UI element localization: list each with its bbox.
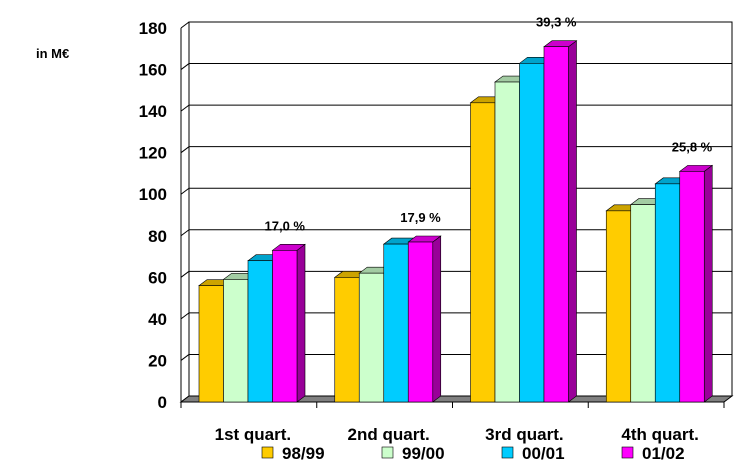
- y-tick-label: 160: [139, 61, 167, 80]
- gridline-diag: [180, 63, 190, 70]
- x-category-label: 1st quart.: [215, 425, 292, 444]
- y-tick-label: 80: [148, 227, 167, 246]
- bar-99-00-3: [630, 204, 656, 403]
- unit-label: in M€: [36, 46, 69, 61]
- growth-annotation: 39,3 %: [536, 15, 577, 30]
- legend-label: 98/99: [282, 444, 325, 463]
- bar-side: [703, 164, 713, 403]
- y-tick-label: 20: [148, 351, 167, 370]
- gridline-diag: [180, 146, 190, 154]
- legend: 98/99 99/00 00/01 01/02: [261, 444, 685, 463]
- bar-00-01-3: [654, 183, 681, 403]
- legend-swatch: [381, 446, 394, 459]
- gridline-diag: [180, 354, 190, 361]
- y-tick-label: 120: [139, 144, 167, 163]
- bar-side: [296, 243, 306, 403]
- y-tick-label: 60: [148, 268, 167, 287]
- y-tick-label: 0: [158, 393, 167, 412]
- bar-01-02-0: [272, 250, 298, 403]
- legend-swatch: [261, 446, 274, 459]
- growth-annotation: 17,9 %: [400, 210, 441, 225]
- bar-99-00-1: [358, 272, 385, 403]
- legend-swatch: [501, 446, 514, 459]
- y-tick-label: 140: [139, 102, 167, 121]
- gridline-diag: [180, 312, 190, 320]
- bar-01-02-1: [407, 241, 434, 403]
- gridline-diag: [180, 187, 190, 195]
- y-tick-label: 180: [139, 19, 167, 38]
- bar-99-00-2: [494, 81, 520, 403]
- gridline-diag: [180, 229, 190, 237]
- bar-side: [432, 235, 442, 403]
- legend-label: 99/00: [402, 444, 445, 463]
- bar-side: [568, 40, 577, 403]
- y-tick-label: 100: [139, 185, 167, 204]
- legend-label: 01/02: [642, 444, 685, 463]
- bars: [198, 40, 714, 403]
- bar-98-99-2: [470, 102, 496, 403]
- x-category-label: 4th quart.: [621, 425, 698, 444]
- growth-annotation: 17,0 %: [265, 218, 306, 233]
- growth-annotation: 25,8 %: [672, 139, 713, 154]
- x-category-label: 3rd quart.: [485, 425, 563, 444]
- bar-98-99-3: [605, 210, 632, 403]
- bar-98-99-0: [198, 285, 224, 403]
- legend-swatch: [621, 446, 634, 459]
- gridline-diag: [180, 21, 190, 29]
- bar-98-99-1: [334, 277, 360, 403]
- bar-00-01-2: [519, 63, 545, 403]
- legend-label: 00/01: [522, 444, 565, 463]
- gridline-diag: [180, 270, 190, 278]
- bar-01-02-2: [543, 46, 569, 403]
- bar-00-01-0: [247, 260, 273, 403]
- bar-00-01-1: [383, 243, 409, 403]
- labels: 0 20 40 60 80 100 120 140 160 180 1st quart. 17,0 %…: [139, 15, 713, 444]
- bar-99-00-0: [223, 279, 249, 403]
- x-category-label: 2nd quart.: [348, 425, 430, 444]
- gridline-diag: [180, 104, 190, 112]
- bar-01-02-3: [679, 171, 705, 403]
- y-tick-label: 40: [148, 310, 167, 329]
